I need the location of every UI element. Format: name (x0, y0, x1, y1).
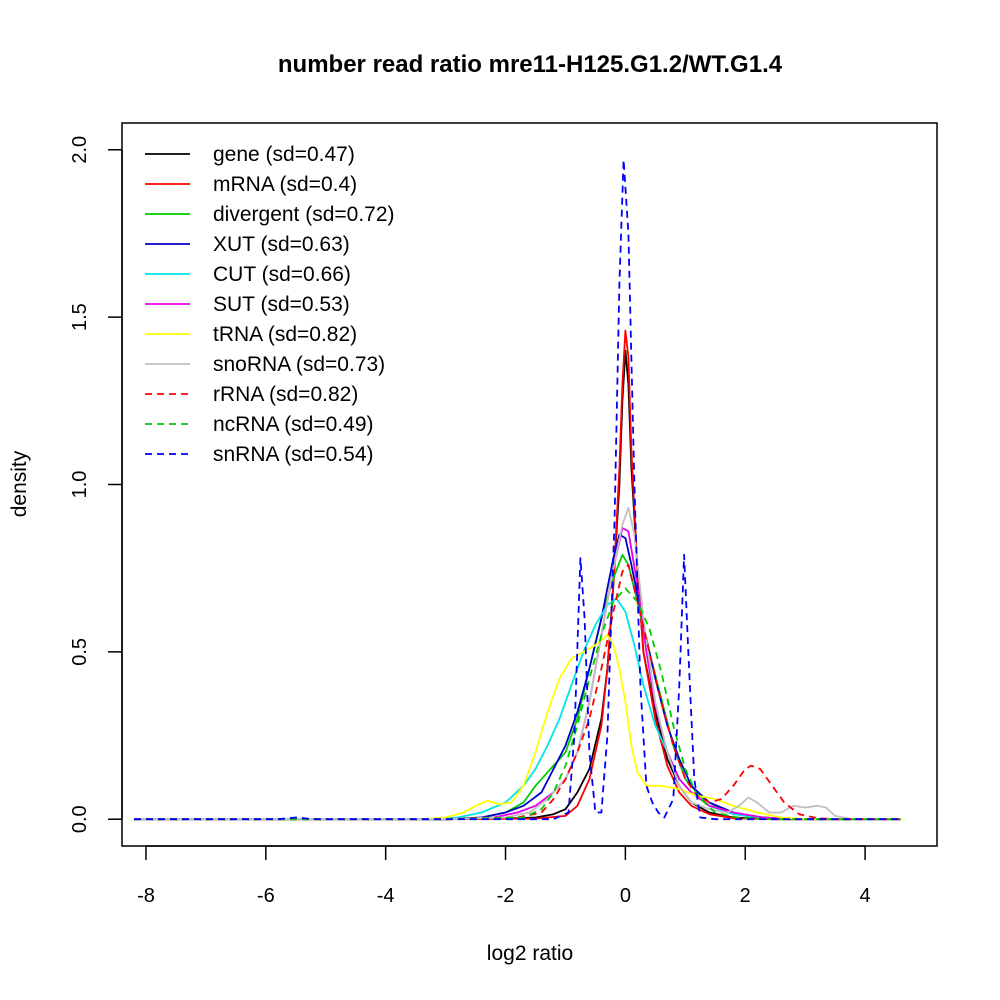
legend: gene (sd=0.47) mRNA (sd=0.4) divergent (sd… (145, 143, 395, 466)
x-tick-label: 2 (740, 885, 751, 907)
series-line-7 (134, 507, 901, 821)
legend-label-3: XUT (sd=0.63) (213, 233, 350, 256)
series-layer (134, 158, 901, 821)
x-tick-label: -8 (137, 885, 155, 907)
legend-label-7: snoRNA (sd=0.73) (213, 353, 385, 376)
legend-label-0: gene (sd=0.47) (213, 143, 355, 166)
chart-title: number read ratio mre11-H125.G1.2/WT.G1.… (278, 51, 783, 78)
y-tick-label: 1.5 (69, 303, 91, 331)
legend-label-4: CUT (sd=0.66) (213, 263, 351, 286)
legend-label-5: SUT (sd=0.53) (213, 293, 350, 316)
legend-label-1: mRNA (sd=0.4) (213, 173, 357, 196)
y-axis: 0.0 0.5 1.0 1.5 2.0 (69, 136, 123, 833)
series-line-8 (134, 563, 901, 821)
y-tick-label: 2.0 (69, 136, 91, 164)
series-line-5 (134, 527, 901, 821)
legend-label-10: snRNA (sd=0.54) (213, 443, 374, 466)
y-axis-label: density (8, 450, 31, 517)
x-tick-label: -6 (257, 885, 275, 907)
legend-label-2: divergent (sd=0.72) (213, 203, 395, 226)
y-tick-label: 0.0 (69, 805, 91, 833)
series-line-1 (134, 329, 901, 821)
y-tick-label: 0.5 (69, 638, 91, 666)
series-line-6 (134, 634, 901, 821)
legend-label-9: ncRNA (sd=0.49) (213, 413, 374, 436)
x-tick-label: -2 (497, 885, 515, 907)
y-tick-label: 1.0 (69, 471, 91, 499)
x-axis: -8 -6 -4 -2 0 2 4 (137, 845, 871, 907)
x-tick-label: 4 (860, 885, 871, 907)
x-tick-label: -4 (377, 885, 395, 907)
legend-label-6: tRNA (sd=0.82) (213, 323, 357, 346)
x-axis-label: log2 ratio (487, 942, 573, 965)
series-line-10 (134, 158, 901, 821)
series-line-9 (134, 587, 901, 821)
legend-label-8: rRNA (sd=0.82) (213, 383, 358, 406)
x-tick-label: 0 (620, 885, 631, 907)
